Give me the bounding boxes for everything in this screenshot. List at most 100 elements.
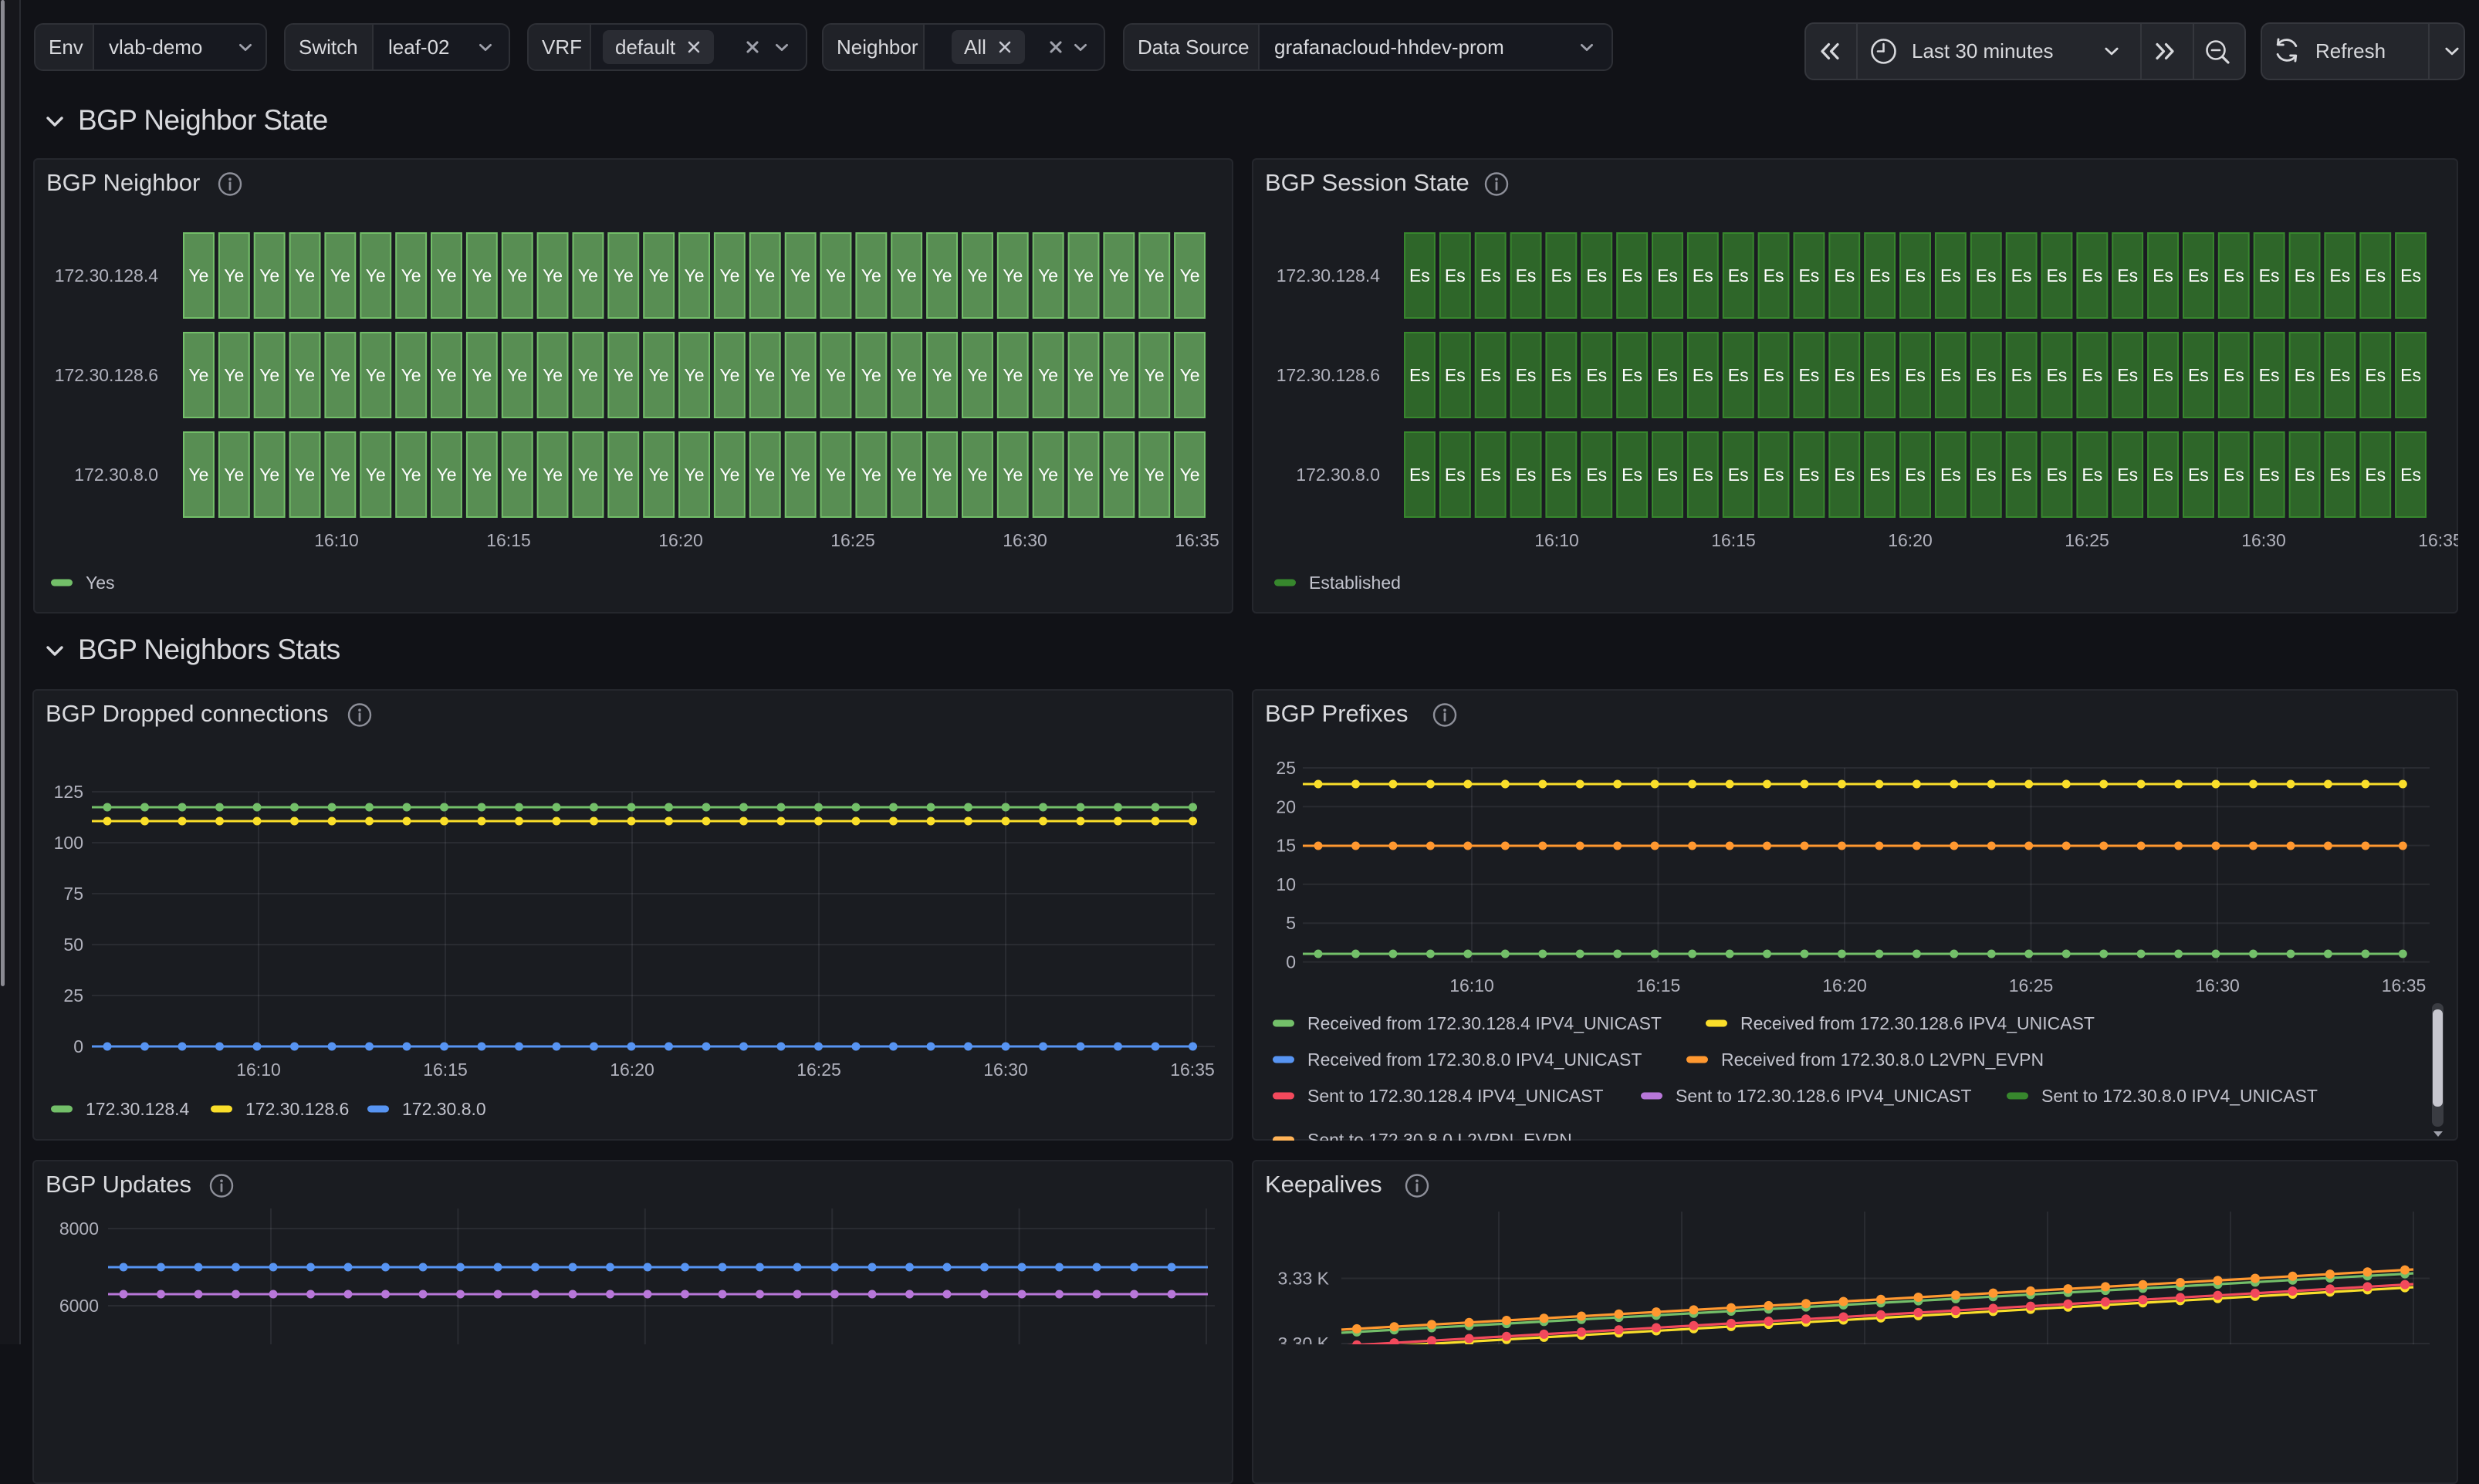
svg-text:Ye: Ye: [614, 265, 634, 286]
svg-text:Es: Es: [1551, 365, 1571, 385]
svg-text:Es: Es: [2329, 265, 2350, 286]
svg-text:Sent to 172.30.8.0 IPV4_UNICAS: Sent to 172.30.8.0 IPV4_UNICAST: [2041, 1086, 2318, 1106]
svg-text:16:25: 16:25: [796, 1060, 841, 1080]
svg-text:Es: Es: [2011, 365, 2032, 385]
svg-text:Es: Es: [2295, 365, 2315, 385]
svg-text:Ye: Ye: [472, 365, 492, 385]
svg-text:16:25: 16:25: [830, 530, 875, 550]
svg-text:Ye: Ye: [330, 265, 350, 286]
svg-text:Es: Es: [1445, 365, 1466, 385]
svg-text:Ye: Ye: [755, 465, 775, 485]
svg-text:16:15: 16:15: [1711, 530, 1756, 550]
svg-text:Es: Es: [1551, 465, 1571, 485]
svg-text:Ye: Ye: [436, 465, 456, 485]
svg-text:Es: Es: [1622, 365, 1642, 385]
svg-text:Es: Es: [2224, 265, 2244, 286]
svg-text:172.30.128.6: 172.30.128.6: [1277, 365, 1380, 385]
svg-text:25: 25: [63, 985, 83, 1006]
svg-text:Ye: Ye: [861, 465, 881, 485]
svg-text:Ye: Ye: [401, 265, 421, 286]
svg-text:Ye: Ye: [578, 265, 598, 286]
svg-text:16:20: 16:20: [658, 530, 703, 550]
svg-text:Es: Es: [2259, 465, 2280, 485]
svg-text:Es: Es: [1798, 465, 1819, 485]
svg-text:Ye: Ye: [719, 465, 739, 485]
svg-text:Es: Es: [2153, 465, 2173, 485]
svg-text:16:10: 16:10: [1534, 530, 1579, 550]
svg-text:Ye: Ye: [897, 265, 917, 286]
svg-text:16:35: 16:35: [2382, 975, 2427, 996]
svg-text:Ye: Ye: [1038, 365, 1058, 385]
svg-text:Es: Es: [2153, 365, 2173, 385]
svg-text:Ye: Ye: [826, 465, 846, 485]
svg-text:Ye: Ye: [932, 365, 952, 385]
svg-text:Ye: Ye: [366, 465, 386, 485]
svg-text:Es: Es: [1586, 365, 1607, 385]
svg-text:Ye: Ye: [897, 365, 917, 385]
svg-text:Ye: Ye: [401, 465, 421, 485]
svg-text:Sent to 172.30.128.6 IPV4_UNIC: Sent to 172.30.128.6 IPV4_UNICAST: [1676, 1086, 1972, 1106]
svg-text:Es: Es: [1551, 265, 1571, 286]
svg-text:Ye: Ye: [967, 365, 987, 385]
svg-text:Es: Es: [1657, 265, 1678, 286]
svg-text:Ye: Ye: [684, 365, 704, 385]
svg-text:Ye: Ye: [649, 465, 669, 485]
svg-text:3.30 K: 3.30 K: [1278, 1334, 1330, 1344]
svg-text:25: 25: [1276, 758, 1296, 778]
svg-text:Es: Es: [2224, 465, 2244, 485]
svg-text:Received from 172.30.8.0 L2VPN: Received from 172.30.8.0 L2VPN_EVPN: [1721, 1050, 2044, 1070]
svg-text:Ye: Ye: [507, 265, 527, 286]
svg-text:Es: Es: [2400, 265, 2421, 286]
svg-text:20: 20: [1276, 796, 1296, 816]
svg-text:Ye: Ye: [1003, 365, 1023, 385]
svg-text:Ye: Ye: [826, 265, 846, 286]
svg-text:Es: Es: [1480, 465, 1501, 485]
svg-text:Es: Es: [2117, 265, 2138, 286]
svg-text:16:30: 16:30: [1003, 530, 1047, 550]
svg-text:Es: Es: [1940, 265, 1961, 286]
svg-text:Es: Es: [1622, 465, 1642, 485]
svg-text:Ye: Ye: [684, 465, 704, 485]
svg-text:Ye: Ye: [507, 365, 527, 385]
svg-text:Es: Es: [2046, 365, 2067, 385]
svg-text:Established: Established: [1309, 573, 1401, 593]
svg-text:Ye: Ye: [543, 465, 563, 485]
svg-text:Es: Es: [1586, 265, 1607, 286]
svg-text:Ye: Ye: [932, 265, 952, 286]
svg-text:Ye: Ye: [790, 465, 810, 485]
svg-text:Es: Es: [2259, 365, 2280, 385]
svg-text:Ye: Ye: [861, 265, 881, 286]
svg-text:172.30.128.4: 172.30.128.4: [1277, 265, 1381, 286]
svg-text:Es: Es: [1657, 465, 1678, 485]
svg-text:Es: Es: [1764, 465, 1784, 485]
svg-text:Es: Es: [2011, 265, 2032, 286]
svg-text:Es: Es: [1693, 265, 1713, 286]
svg-text:Ye: Ye: [507, 465, 527, 485]
svg-text:Ye: Ye: [224, 265, 244, 286]
svg-text:Es: Es: [2188, 265, 2209, 286]
svg-text:Es: Es: [1445, 465, 1466, 485]
svg-text:Ye: Ye: [188, 365, 208, 385]
svg-text:Ye: Ye: [295, 365, 315, 385]
svg-text:Es: Es: [1480, 265, 1501, 286]
svg-text:16:35: 16:35: [2418, 530, 2458, 550]
svg-text:Es: Es: [1905, 265, 1926, 286]
svg-text:Ye: Ye: [755, 365, 775, 385]
svg-text:Ye: Ye: [1109, 465, 1129, 485]
svg-text:16:25: 16:25: [2009, 975, 2054, 996]
svg-text:Es: Es: [1905, 365, 1926, 385]
svg-text:172.30.128.6: 172.30.128.6: [55, 365, 158, 385]
svg-text:Es: Es: [1480, 365, 1501, 385]
svg-text:Es: Es: [2365, 265, 2386, 286]
svg-text:Ye: Ye: [967, 265, 987, 286]
svg-text:Sent to 172.30.8.0 L2VPN_EVPN: Sent to 172.30.8.0 L2VPN_EVPN: [1307, 1130, 1572, 1141]
svg-text:16:15: 16:15: [423, 1060, 468, 1080]
svg-text:Es: Es: [1798, 365, 1819, 385]
svg-text:Ye: Ye: [1038, 465, 1058, 485]
svg-text:Es: Es: [2082, 365, 2102, 385]
svg-text:Received from 172.30.128.4 IPV: Received from 172.30.128.4 IPV4_UNICAST: [1307, 1013, 1662, 1033]
svg-text:Es: Es: [2188, 465, 2209, 485]
svg-text:Ye: Ye: [1109, 365, 1129, 385]
svg-text:Es: Es: [2329, 465, 2350, 485]
svg-text:15: 15: [1276, 836, 1296, 856]
